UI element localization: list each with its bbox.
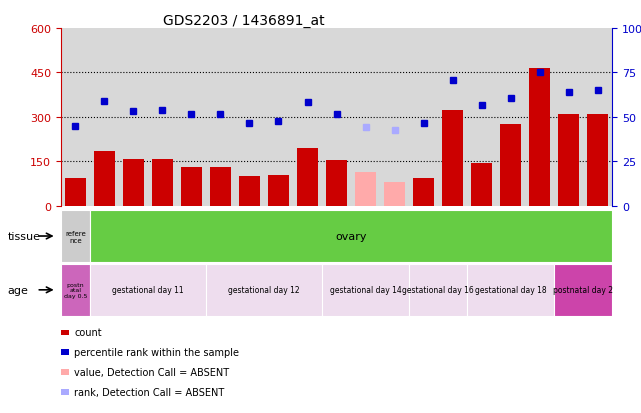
Bar bbox=[206, 264, 322, 316]
Bar bbox=[153, 159, 172, 206]
Bar bbox=[471, 164, 492, 206]
Bar bbox=[123, 159, 144, 206]
Text: percentile rank within the sample: percentile rank within the sample bbox=[74, 347, 239, 357]
Bar bbox=[269, 176, 288, 206]
Bar bbox=[326, 161, 347, 206]
Bar bbox=[413, 178, 434, 206]
Text: refere
nce: refere nce bbox=[65, 230, 86, 243]
Text: gestational day 12: gestational day 12 bbox=[228, 286, 300, 294]
Bar bbox=[61, 264, 90, 316]
Bar bbox=[61, 211, 90, 262]
Bar bbox=[90, 264, 206, 316]
Bar bbox=[588, 115, 608, 206]
Bar bbox=[442, 110, 463, 206]
Bar bbox=[181, 168, 202, 206]
Text: ovary: ovary bbox=[335, 231, 367, 242]
Text: gestational day 18: gestational day 18 bbox=[475, 286, 546, 294]
Bar bbox=[501, 125, 520, 206]
Bar bbox=[385, 183, 404, 206]
Bar bbox=[297, 149, 318, 206]
Bar bbox=[322, 264, 409, 316]
Text: rank, Detection Call = ABSENT: rank, Detection Call = ABSENT bbox=[74, 387, 224, 397]
Text: gestational day 11: gestational day 11 bbox=[112, 286, 184, 294]
Bar bbox=[239, 177, 260, 206]
Text: gestational day 16: gestational day 16 bbox=[402, 286, 474, 294]
Text: postn
atal
day 0.5: postn atal day 0.5 bbox=[63, 282, 87, 299]
Bar bbox=[529, 69, 550, 206]
Bar bbox=[355, 173, 376, 206]
Bar bbox=[558, 115, 579, 206]
Bar bbox=[554, 264, 612, 316]
Text: postnatal day 2: postnatal day 2 bbox=[553, 286, 613, 294]
Text: gestational day 14: gestational day 14 bbox=[329, 286, 401, 294]
Text: count: count bbox=[74, 328, 102, 337]
Bar bbox=[65, 178, 85, 206]
Bar bbox=[409, 264, 467, 316]
Text: value, Detection Call = ABSENT: value, Detection Call = ABSENT bbox=[74, 367, 229, 377]
Text: GDS2203 / 1436891_at: GDS2203 / 1436891_at bbox=[163, 14, 324, 28]
Text: age: age bbox=[8, 285, 29, 295]
Text: tissue: tissue bbox=[8, 231, 40, 242]
Bar bbox=[210, 168, 231, 206]
Bar bbox=[467, 264, 554, 316]
Bar bbox=[94, 152, 115, 206]
